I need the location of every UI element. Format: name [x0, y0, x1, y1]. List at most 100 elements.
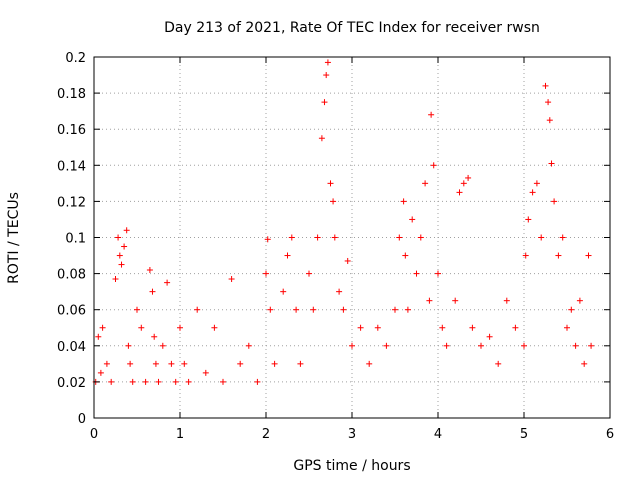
data-point [572, 342, 579, 349]
data-point [280, 288, 287, 295]
data-point [456, 189, 463, 196]
data-point [585, 252, 592, 259]
x-tick-label: 0 [90, 427, 98, 442]
data-point [314, 234, 321, 241]
data-point [344, 257, 351, 264]
data-point [115, 234, 122, 241]
data-point [254, 378, 261, 385]
data-point [400, 198, 407, 205]
data-point [306, 270, 312, 277]
y-tick-label: 0.16 [57, 123, 86, 138]
y-tick-label: 0.08 [57, 268, 86, 283]
data-point [202, 369, 209, 376]
data-point [97, 369, 104, 376]
data-point [404, 306, 411, 313]
data-point [146, 266, 153, 273]
data-point [267, 306, 274, 313]
data-point [576, 297, 583, 304]
data-point [127, 360, 134, 367]
data-point [460, 180, 467, 187]
data-point [211, 324, 218, 331]
y-tick-label: 0.14 [57, 159, 86, 174]
data-point [138, 324, 145, 331]
data-point [116, 252, 123, 259]
data-point [548, 160, 555, 167]
data-point [271, 360, 278, 367]
data-point [581, 360, 588, 367]
y-tick-label: 0.12 [57, 195, 86, 210]
data-point [521, 342, 527, 349]
data-point [374, 324, 381, 331]
data-point [318, 135, 325, 142]
data-point [121, 243, 128, 250]
y-axis-label: ROTI / TECUs [6, 192, 22, 284]
chart-title: Day 213 of 2021, Rate Of TEC Index for r… [164, 20, 540, 36]
data-point [327, 180, 334, 187]
y-tick-label: 0.2 [65, 51, 86, 66]
data-point [321, 99, 328, 106]
data-point [413, 270, 420, 277]
data-point [538, 234, 545, 241]
data-point [164, 279, 171, 286]
data-point [330, 198, 337, 205]
data-point [177, 324, 183, 331]
data-point [533, 180, 540, 187]
data-point [159, 342, 166, 349]
data-point [323, 72, 330, 79]
data-point [426, 297, 433, 304]
data-point [310, 306, 317, 313]
data-point [522, 252, 529, 259]
y-tick-label: 0.06 [57, 304, 86, 319]
data-point [383, 342, 390, 349]
x-tick-label: 5 [520, 427, 528, 442]
x-tick-label: 1 [176, 427, 184, 442]
data-point [428, 111, 435, 118]
data-point [392, 306, 398, 313]
data-point [123, 227, 130, 234]
data-point [469, 324, 476, 331]
data-point [297, 360, 304, 367]
data-point [288, 234, 295, 241]
data-point [185, 378, 192, 385]
data-point [443, 342, 450, 349]
x-tick-label: 4 [434, 427, 442, 442]
data-point [512, 324, 519, 331]
data-point [486, 333, 493, 340]
data-point [142, 378, 149, 385]
y-tick-label: 0.18 [57, 87, 86, 102]
data-point [559, 234, 566, 241]
data-point [263, 270, 269, 277]
data-point [112, 276, 119, 283]
data-point [103, 360, 110, 367]
data-point [155, 378, 162, 385]
data-point [331, 234, 338, 241]
data-point [503, 297, 510, 304]
data-point [99, 324, 106, 331]
data-point [108, 378, 115, 385]
data-points [92, 59, 595, 385]
data-point [564, 324, 570, 331]
data-point [237, 360, 244, 367]
data-point [151, 333, 158, 340]
data-point [551, 198, 558, 205]
data-point [430, 162, 437, 169]
data-point [465, 174, 472, 181]
data-point [422, 180, 429, 187]
data-point [220, 378, 226, 385]
grid-lines [94, 57, 610, 418]
data-point [439, 324, 446, 331]
data-point [542, 82, 549, 89]
x-axis-label: GPS time / hours [293, 458, 410, 474]
data-point [152, 360, 159, 367]
data-point [228, 276, 235, 283]
data-point [149, 288, 156, 295]
data-point [555, 252, 562, 259]
data-point [435, 270, 441, 277]
data-point [95, 333, 102, 340]
data-point [452, 297, 459, 304]
data-point [478, 342, 484, 349]
data-point [245, 342, 252, 349]
data-point [525, 216, 532, 223]
axis-ticks: 0 1 2 3 4 5 6 0 0.02 0.04 0.06 0.08 0.1 0.12 0.14 0.16 0… [57, 51, 614, 442]
